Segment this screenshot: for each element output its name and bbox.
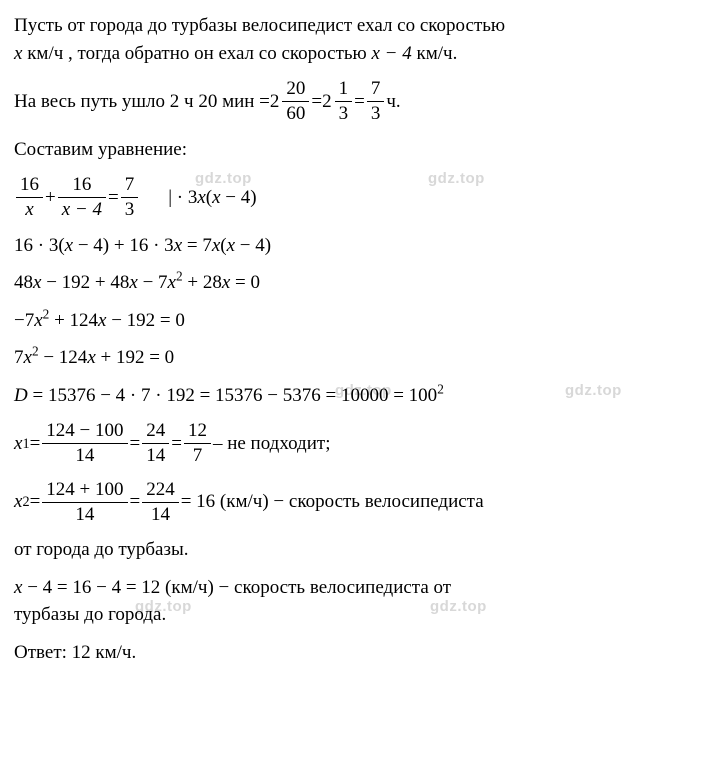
paragraph-1: Пусть от города до турбазы велосипедист … [14, 12, 689, 67]
denominator: 60 [282, 102, 309, 126]
equation-2: 16 · 3(x − 4) + 16 · 3x = 7x(x − 4) [14, 232, 689, 260]
numerator: 20 [282, 77, 309, 102]
denominator: 14 [142, 503, 179, 527]
denominator: 3 [335, 102, 353, 126]
text: – не подходит; [213, 430, 331, 458]
numerator: 7 [121, 173, 139, 198]
answer: Ответ: 12 км/ч. [14, 639, 689, 667]
text: от города до турбазы. [14, 539, 189, 560]
text: Ответ: 12 км/ч. [14, 642, 136, 663]
text: 7x2 − 124x + 192 = 0 [14, 344, 174, 372]
denominator: 14 [42, 503, 127, 527]
fraction: 1 3 [335, 77, 353, 126]
fraction: 16 x [16, 173, 43, 222]
equals: = [311, 88, 322, 116]
text: 48x − 192 + 48x − 7x2 + 28x = 0 [14, 269, 260, 297]
numerator: 7 [367, 77, 385, 102]
fraction: 124 − 100 14 [42, 419, 127, 468]
text: −7x2 + 124x − 192 = 0 [14, 307, 185, 335]
equation-1: 16 x + 16 x − 4 = 7 3 | · 3x(x − 4) [14, 173, 689, 222]
numerator: 24 [142, 419, 169, 444]
text: D = 15376 − 4 · 7 · 192 = 15376 − 5376 =… [14, 382, 444, 410]
whole: 2 [322, 88, 332, 116]
expr: x − 4 [372, 43, 412, 64]
text: ч. [386, 88, 400, 116]
multiply-both-sides: | · 3x(x − 4) [168, 184, 256, 212]
text: На весь путь ушло 2 ч 20 мин = [14, 88, 270, 116]
fraction: 7 3 [121, 173, 139, 222]
equation-4: −7x2 + 124x − 192 = 0 [14, 307, 689, 335]
solution-x2: x2 = 124 + 100 14 = 224 14 = 16 (км/ч) −… [14, 478, 689, 527]
text: x − 4 = 16 − 4 = 12 (км/ч) − скорость ве… [14, 577, 451, 598]
mixed-fraction: 2 1 3 [322, 77, 354, 126]
text: Составим уравнение: [14, 139, 187, 160]
solution-x2-cont: от города до турбазы. [14, 536, 689, 564]
equals: = [130, 488, 141, 516]
fraction: 7 3 [367, 77, 385, 126]
solution-x1: x1 = 124 − 100 14 = 24 14 = 12 7 – не по… [14, 419, 689, 468]
equals: = [30, 488, 41, 516]
text: = 16 (км/ч) − скорость велосипедиста [181, 488, 484, 516]
text: турбазы до города. [14, 604, 166, 625]
fraction: 24 14 [142, 419, 169, 468]
denominator: x [16, 198, 43, 222]
numerator: 16 [58, 173, 106, 198]
fraction: 124 + 100 14 [42, 478, 127, 527]
var: x [14, 430, 22, 458]
fraction: 20 60 [282, 77, 309, 126]
numerator: 1 [335, 77, 353, 102]
equation-3: 48x − 192 + 48x − 7x2 + 28x = 0 [14, 269, 689, 297]
denominator: 3 [121, 198, 139, 222]
fraction: 12 7 [184, 419, 211, 468]
paragraph-3: Составим уравнение: [14, 136, 689, 164]
numerator: 124 − 100 [42, 419, 127, 444]
numerator: 224 [142, 478, 179, 503]
equation-final: x − 4 = 16 − 4 = 12 (км/ч) − скорость ве… [14, 574, 689, 629]
denominator: 14 [142, 444, 169, 468]
denominator: 14 [42, 444, 127, 468]
equation-5: 7x2 − 124x + 192 = 0 [14, 344, 689, 372]
text: Пусть от города до турбазы велосипедист … [14, 15, 505, 36]
text: км/ч , тогда обратно он ехал со скорость… [22, 43, 371, 64]
text: 16 · 3(x − 4) + 16 · 3x = 7x(x − 4) [14, 232, 271, 260]
equals: = [30, 430, 41, 458]
denominator: 7 [184, 444, 211, 468]
fraction: 16 x − 4 [58, 173, 106, 222]
equals: = [130, 430, 141, 458]
denominator: x − 4 [58, 198, 106, 222]
equals: = [171, 430, 182, 458]
plus: + [45, 184, 56, 212]
equals: = [354, 88, 365, 116]
equals: = [108, 184, 119, 212]
paragraph-2: На весь путь ушло 2 ч 20 мин = 2 20 60 =… [14, 77, 689, 126]
numerator: 124 + 100 [42, 478, 127, 503]
equation-6: D = 15376 − 4 · 7 · 192 = 15376 − 5376 =… [14, 382, 689, 410]
numerator: 12 [184, 419, 211, 444]
fraction: 224 14 [142, 478, 179, 527]
text: км/ч. [412, 43, 458, 64]
whole: 2 [270, 88, 280, 116]
denominator: 3 [367, 102, 385, 126]
mixed-fraction: 2 20 60 [270, 77, 312, 126]
var: x [14, 488, 22, 516]
numerator: 16 [16, 173, 43, 198]
